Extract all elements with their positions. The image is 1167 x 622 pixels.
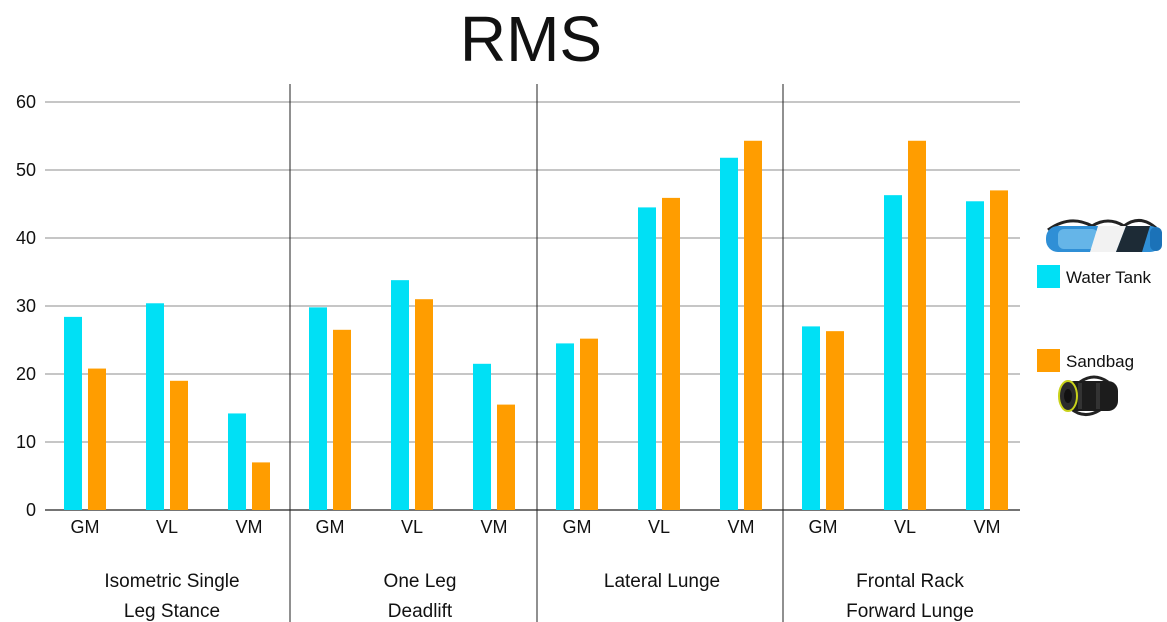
bars — [64, 140, 1008, 510]
category-labels: GM VL VM GM VL VM GM VL VM GM VL VM — [71, 517, 1001, 537]
grid-lines — [45, 101, 1020, 511]
bar-sandbag-gm — [826, 331, 844, 510]
y-tick-label: 60 — [16, 92, 36, 112]
category-label: GM — [316, 517, 345, 537]
bar-water-tank-vl — [884, 195, 902, 510]
y-tick-labels: 0 10 20 30 40 50 60 — [16, 92, 36, 520]
legend: Water Tank Sandbag — [1037, 219, 1162, 416]
group-label: Deadlift — [388, 601, 453, 622]
sandbag-picture — [1058, 375, 1118, 416]
group-labels: Isometric Single Leg Stance One Leg Deadlif… — [104, 571, 973, 622]
category-label: VM — [974, 517, 1001, 537]
bar-sandbag-gm — [333, 329, 351, 510]
bar-water-tank-vm — [228, 413, 246, 510]
legend-swatch-water-tank — [1037, 265, 1060, 288]
bar-sandbag-vl — [170, 380, 188, 510]
bar-water-tank-vl — [146, 303, 164, 510]
chart-title: RMS — [459, 3, 603, 75]
bar-water-tank-vl — [391, 280, 409, 510]
bar-water-tank-vm — [473, 363, 491, 510]
bar-sandbag-vl — [415, 299, 433, 510]
bar-water-tank-vl — [638, 207, 656, 510]
legend-label-sandbag: Sandbag — [1066, 352, 1134, 371]
legend-swatch-sandbag — [1037, 349, 1060, 372]
category-label: VM — [481, 517, 508, 537]
bar-sandbag-vl — [908, 140, 926, 510]
group-label: Forward Lunge — [846, 601, 974, 622]
category-label: VL — [894, 517, 916, 537]
category-label: VM — [728, 517, 755, 537]
y-tick-label: 10 — [16, 432, 36, 452]
bar-water-tank-vm — [966, 201, 984, 510]
group-dividers — [289, 84, 784, 622]
bar-sandbag-vl — [662, 197, 680, 510]
y-tick-label: 0 — [26, 500, 36, 520]
group-label: Lateral Lunge — [604, 571, 720, 592]
bar-sandbag-vm — [497, 404, 515, 510]
y-tick-label: 30 — [16, 296, 36, 316]
group-label: Leg Stance — [124, 601, 220, 622]
category-label: GM — [71, 517, 100, 537]
category-label: VL — [401, 517, 423, 537]
bar-water-tank-gm — [802, 326, 820, 510]
bar-sandbag-vm — [990, 190, 1008, 510]
category-label: GM — [563, 517, 592, 537]
group-label: Frontal Rack — [856, 571, 964, 592]
y-tick-label: 40 — [16, 228, 36, 248]
group-label: Isometric Single — [104, 571, 239, 592]
legend-label-water-tank: Water Tank — [1066, 268, 1152, 287]
category-label: VL — [156, 517, 178, 537]
bar-water-tank-gm — [64, 316, 82, 510]
category-label: VL — [648, 517, 670, 537]
water-tank-picture — [1046, 219, 1162, 252]
bar-water-tank-gm — [309, 307, 327, 510]
category-label: VM — [236, 517, 263, 537]
group-label: One Leg — [384, 571, 457, 592]
bar-sandbag-vm — [744, 140, 762, 510]
bar-water-tank-vm — [720, 157, 738, 510]
bar-sandbag-gm — [88, 368, 106, 510]
bar-sandbag-gm — [580, 338, 598, 510]
category-label: GM — [809, 517, 838, 537]
y-tick-label: 20 — [16, 364, 36, 384]
bar-sandbag-vm — [252, 462, 270, 510]
bar-water-tank-gm — [556, 343, 574, 510]
y-tick-label: 50 — [16, 160, 36, 180]
